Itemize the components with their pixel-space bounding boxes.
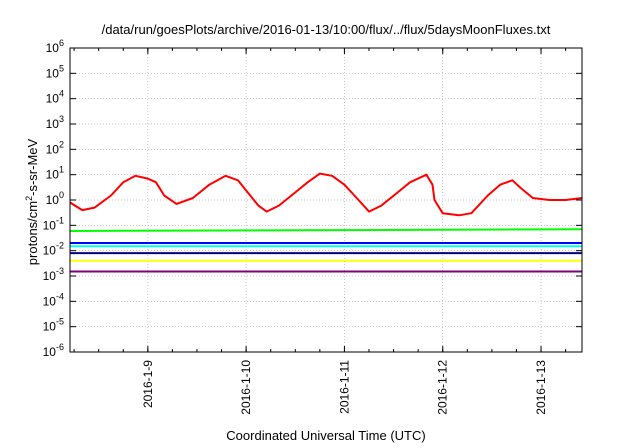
y-tick-exponent: -2 (56, 241, 64, 251)
series-line-1 (69, 228, 583, 232)
y-tick-exponent: -3 (56, 266, 64, 276)
y-tick-exponent: 0 (59, 190, 64, 200)
series-lines (69, 172, 583, 273)
y-tick-label: 10-4 (43, 291, 64, 308)
y-tick-label: 104 (46, 89, 64, 106)
y-tick-label: 103 (46, 114, 64, 131)
y-tick-exponent: -5 (56, 317, 64, 327)
x-tick-label: 2016-1-10 (239, 360, 253, 415)
y-tick-label: 102 (46, 139, 64, 156)
y-tick-exponent: 1 (59, 165, 64, 175)
series-line-0 (69, 172, 583, 217)
y-tick-base: 10 (46, 142, 60, 156)
y-axis-ticks: 10-610-510-410-310-210-11001011021031041… (43, 38, 582, 359)
y-tick-label: 10-2 (43, 241, 64, 258)
y-tick-base: 10 (46, 168, 60, 182)
y-tick-exponent: 6 (59, 38, 64, 48)
y-tick-exponent: 2 (59, 139, 64, 149)
y-tick-label: 10-3 (43, 266, 64, 283)
y-tick-label: 101 (46, 165, 64, 182)
x-axis-ticks: 2016-1-9 2016-1-10 2016-1-11 2016-1-12 2016-… (73, 48, 567, 415)
y-tick-base: 10 (43, 345, 57, 359)
y-tick-base: 10 (46, 66, 60, 80)
x-tick-label: 2016-1-9 (141, 360, 155, 408)
y-tick-exponent: -6 (56, 342, 64, 352)
y-tick-base: 10 (46, 41, 60, 55)
y-tick-base: 10 (43, 294, 57, 308)
y-tick-base: 10 (43, 269, 57, 283)
y-tick-label: 10-6 (43, 342, 64, 359)
y-tick-label: 105 (46, 63, 64, 80)
x-tick-label: 2016-1-11 (337, 360, 351, 414)
y-tick-base: 10 (46, 193, 60, 207)
y-tick-label: 10-1 (43, 215, 64, 232)
x-axis-label: Coordinated Universal Time (UTC) (226, 428, 426, 443)
y-tick-base: 10 (46, 92, 60, 106)
y-tick-label: 106 (46, 38, 64, 55)
y-tick-exponent: -4 (56, 291, 64, 301)
y-tick-base: 10 (43, 218, 57, 232)
x-tick-label: 2016-1-12 (436, 360, 450, 415)
y-tick-base: 10 (43, 244, 57, 258)
y-tick-exponent: 3 (59, 114, 64, 124)
y-tick-label: 100 (46, 190, 64, 207)
grid (70, 48, 582, 352)
x-tick-label: 2016-1-13 (534, 360, 548, 415)
y-tick-label: 10-5 (43, 317, 64, 334)
y-tick-exponent: 4 (59, 89, 64, 99)
y-tick-exponent: 5 (59, 63, 64, 73)
y-tick-exponent: -1 (56, 215, 64, 225)
y-tick-base: 10 (43, 320, 57, 334)
chart-title: /data/run/goesPlots/archive/2016-01-13/1… (101, 22, 551, 37)
y-tick-base: 10 (46, 117, 60, 131)
